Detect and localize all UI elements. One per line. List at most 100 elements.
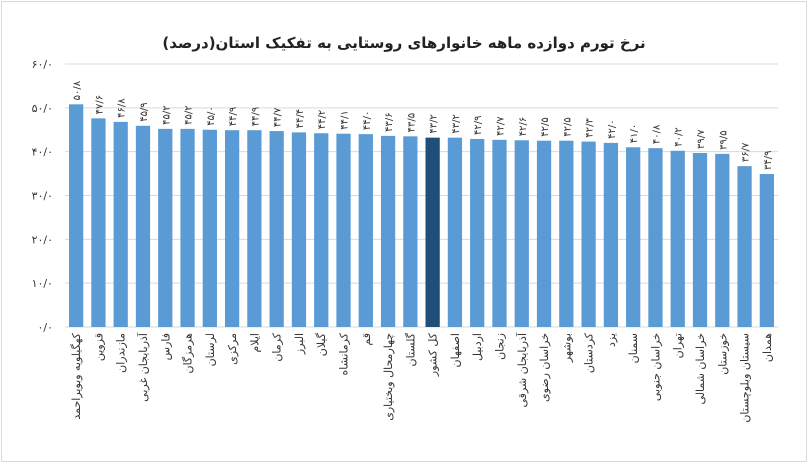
x-tick-label: کردستان (583, 332, 596, 373)
value-label: ۴۲/۹ (473, 115, 484, 134)
bar (180, 128, 195, 327)
value-label: ۴۵/۰ (206, 106, 217, 125)
bar (447, 137, 463, 327)
value-label: ۴۲/۷ (495, 116, 506, 136)
value-label: ۴۷/۶ (94, 95, 105, 114)
value-label: ۴۲/۰ (607, 119, 618, 138)
bar (247, 130, 262, 327)
x-tick-label: سمنان (627, 333, 640, 363)
x-tick-label: مرکزی (226, 333, 239, 365)
x-tick-label: خراسان رضوی (538, 333, 551, 402)
x-tick-label: اردبیل (471, 333, 484, 361)
value-label: ۴۲/۵ (562, 117, 573, 136)
value-label: ۴۴/۱ (340, 110, 351, 129)
bar (91, 118, 106, 327)
value-label: ۴۴/۹ (228, 107, 239, 126)
x-tick-label: ایلام (248, 333, 261, 353)
bar (269, 131, 284, 327)
bar (158, 128, 173, 327)
bar (135, 125, 151, 328)
bar (759, 174, 774, 327)
bar (202, 129, 217, 327)
y-tick-label: ۴۰/۰ (32, 146, 53, 159)
bar (626, 147, 641, 327)
x-tick-label: خراسان جنوبی (649, 333, 662, 401)
x-tick-label: کرمان (271, 332, 284, 361)
x-tick-label: خوزستان (716, 333, 729, 375)
value-label: ۴۲/۳ (585, 117, 596, 137)
y-tick-label: ۱۰/۰ (32, 277, 53, 290)
y-tick-label: ۶۰/۰ (32, 58, 53, 71)
x-tick-label: زنجان (493, 333, 506, 360)
value-label: ۴۵/۹ (139, 102, 150, 121)
bar (69, 104, 84, 328)
value-label: ۴۴/۰ (362, 111, 373, 130)
x-tick-label: سیستان وبلوچستان (739, 333, 752, 423)
bar (314, 133, 329, 327)
bar (737, 166, 752, 327)
x-tick-label: کل کشور (427, 332, 440, 377)
x-tick-label: آذربایجان غربی (136, 332, 150, 402)
bar (492, 139, 507, 327)
bar (224, 130, 240, 327)
bar (692, 152, 708, 327)
value-label: ۵۰/۸ (72, 80, 83, 100)
value-label: ۴۴/۷ (273, 107, 284, 127)
value-label: ۳۹/۵ (718, 130, 729, 149)
value-label: ۴۳/۶ (384, 112, 395, 131)
value-label: ۳۶/۷ (741, 142, 752, 162)
value-label: ۴۳/۲ (451, 114, 462, 133)
x-tick-label: گلستان (404, 332, 417, 366)
value-label: ۴۵/۲ (184, 105, 195, 124)
x-tick-label: کرمانشاه (338, 332, 351, 375)
x-tick-label: اصفهان (449, 333, 462, 367)
x-tick-label: فارس (159, 333, 172, 360)
y-tick-label: ۰/۰ (37, 321, 53, 334)
x-tick-label: قزوین (92, 333, 105, 361)
value-label: ۳۴/۹ (763, 151, 774, 170)
bar (425, 137, 440, 327)
bar (536, 140, 552, 327)
y-tick-label: ۵۰/۰ (32, 102, 53, 115)
value-label: ۴۶/۸ (117, 98, 128, 118)
x-tick-label: تهران (672, 333, 685, 358)
x-tick-label: البرز (293, 333, 306, 355)
bar (291, 132, 307, 327)
bar (670, 150, 685, 327)
bar (403, 136, 418, 327)
value-label: ۴۰/۲ (674, 127, 685, 146)
bar (336, 133, 351, 327)
x-tick-label: آذربایجان شرقی (515, 332, 529, 407)
x-tick-label: هرمزگان (182, 333, 195, 374)
value-label: ۴۳/۲ (429, 114, 440, 133)
bar (581, 141, 596, 327)
value-label: ۴۰/۸ (651, 124, 662, 144)
value-label: ۴۱/۰ (629, 124, 640, 143)
x-tick-label: خراسان شمالی (694, 333, 707, 405)
value-label: ۴۵/۲ (161, 105, 172, 124)
bar (559, 140, 574, 327)
value-label: ۴۴/۹ (250, 107, 261, 126)
bar (648, 148, 663, 327)
chart-title: نرخ تورم دوازده ماهه خانوارهای روستایی ب… (162, 34, 645, 52)
x-tick-label: گیلان (315, 332, 328, 356)
bar (470, 138, 485, 327)
value-label: ۴۳/۵ (406, 113, 417, 132)
bar (603, 142, 619, 327)
y-tick-label: ۲۰/۰ (32, 233, 53, 246)
value-label: ۴۴/۴ (295, 109, 306, 128)
x-tick-label: بوشهر (560, 333, 573, 363)
x-tick-label: یزد (605, 333, 618, 347)
value-label: ۴۴/۲ (317, 110, 328, 129)
x-tick-label: قم (360, 333, 373, 346)
bar (715, 153, 730, 327)
x-tick-label: کهگیلویه وبویراحمد (70, 332, 83, 419)
bar (113, 121, 128, 327)
value-label: ۴۲/۶ (518, 117, 529, 136)
x-tick-label: چهارمحال وبختیاری (382, 333, 395, 421)
x-tick-label: همدان (761, 333, 774, 362)
bar (358, 134, 373, 327)
value-label: ۳۹/۷ (696, 129, 707, 149)
bar (380, 135, 396, 327)
